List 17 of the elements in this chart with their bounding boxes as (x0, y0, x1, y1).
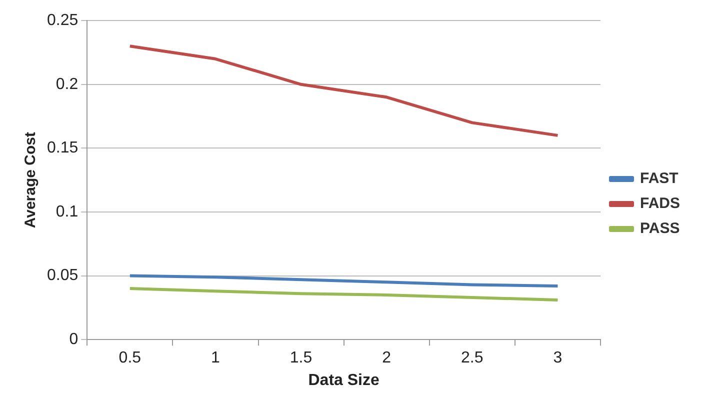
x-tick-label: 1.5 (290, 350, 312, 367)
y-tick-label: 0 (69, 331, 78, 348)
x-tick-label: 2 (382, 350, 392, 367)
y-axis-title: Average Cost (22, 132, 40, 228)
y-tick-label: 0.1 (56, 203, 78, 220)
y-tick-label: 0.2 (56, 76, 78, 93)
x-tick-label: 2.5 (461, 350, 484, 367)
legend-label: FAST (640, 170, 678, 188)
y-tick-label: 0.15 (47, 140, 78, 157)
x-tick-label: 0.5 (118, 350, 142, 367)
legend-label: FADS (640, 195, 680, 212)
x-axis-title: Data Size (308, 372, 380, 389)
x-tick-label: 3 (553, 350, 562, 367)
legend-label: PASS (640, 220, 680, 238)
y-tick-label: 0.25 (47, 12, 78, 30)
y-tick-label: 0.05 (47, 267, 78, 284)
x-tick-label: 1 (211, 350, 220, 367)
